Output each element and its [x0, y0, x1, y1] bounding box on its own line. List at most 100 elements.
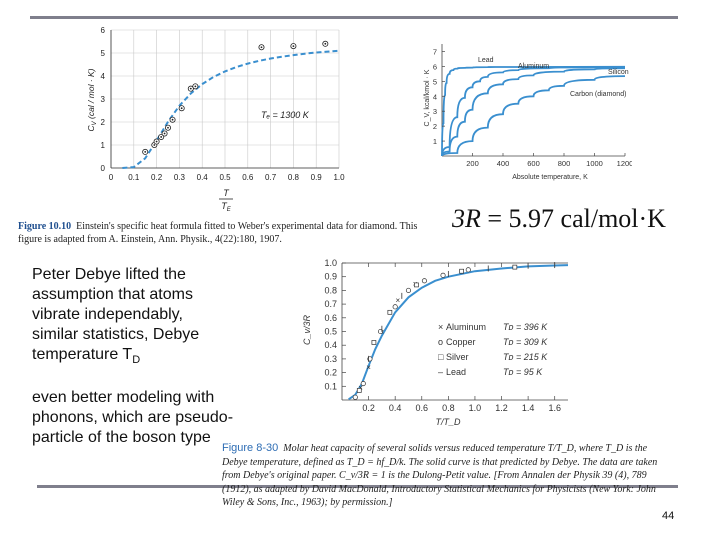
einstein-x-tick-label: 0 — [109, 173, 114, 182]
debye-x-tick-label: 1.6 — [548, 403, 561, 413]
elements-curve-aluminum — [441, 66, 626, 157]
einstein-data-point-dot — [163, 132, 166, 135]
einstein-data-point-dot — [153, 144, 156, 146]
debye-x-tick-label: 0.8 — [442, 403, 455, 413]
debye-x-tick-label: 0.4 — [389, 403, 402, 413]
debye-legend-td: Tᴅ = 215 K — [503, 352, 548, 362]
einstein-caption: Figure 10.10 Einstein's specific heat fo… — [18, 220, 418, 246]
elements-series-label: Carbon (diamond) — [570, 91, 626, 98]
einstein-data-point-dot — [171, 118, 174, 121]
elements-y-tick-label: 7 — [433, 47, 437, 56]
debye-legend-name: Copper — [446, 337, 476, 347]
debye-caption-text: Molar heat capacity of several solids ve… — [222, 443, 658, 508]
einstein-y-tick-label: 6 — [101, 26, 106, 35]
elements-y-tick-label: 2 — [433, 122, 437, 131]
phonon-paragraph: even better modeling with phonons, which… — [32, 389, 234, 446]
dulong-petit-formula: 3R = 5.97 cal/mol·K — [452, 204, 666, 233]
einstein-data-point-dot — [167, 126, 169, 129]
einstein-data-point-dot — [324, 42, 327, 45]
einstein-xlabel-top: T — [223, 188, 230, 198]
elements-series-label: Aluminum — [518, 63, 549, 70]
debye-y-tick-label: 0.3 — [324, 354, 337, 364]
debye-legend-marker: – — [438, 367, 443, 377]
elements-x-tick-label: 600 — [527, 159, 540, 168]
debye-legend-name: Silver — [446, 352, 469, 362]
einstein-data-point-dot — [144, 151, 147, 153]
debye-point-aluminum: × — [366, 363, 371, 372]
einstein-x-tick-label: 0.9 — [311, 173, 323, 182]
debye-y-tick-label: 0.8 — [324, 285, 337, 295]
debye-x-tick-label: 1.2 — [495, 403, 508, 413]
einstein-annotation: Tₑ = 1300 K — [261, 110, 310, 120]
einstein-x-tick-label: 0.7 — [265, 173, 277, 182]
elements-series-label: Lead — [478, 57, 494, 64]
einstein-y-tick-label: 2 — [101, 118, 106, 127]
einstein-y-tick-label: 3 — [101, 95, 106, 104]
einstein-x-tick-label: 0.6 — [242, 173, 254, 182]
einstein-data-point-dot — [180, 107, 183, 110]
elements-y-tick-label: 5 — [433, 77, 437, 86]
elements-xlabel: Absolute temperature, K — [512, 174, 588, 181]
einstein-xlabel-bottom: TE — [221, 201, 232, 212]
elements-y-tick-label: 1 — [433, 137, 437, 146]
debye-x-tick-label: 0.2 — [362, 403, 375, 413]
debye-y-tick-label: 0.5 — [324, 327, 337, 337]
elements-ylabel: C_V, kcal/kmol · K — [424, 69, 431, 126]
einstein-data-point-dot — [155, 140, 158, 143]
einstein-data-point-dot — [260, 46, 263, 49]
debye-y-tick-label: 0.9 — [324, 272, 337, 282]
debye-point-silver — [414, 282, 419, 288]
elements-y-tick-label: 6 — [433, 62, 437, 71]
debye-point-copper — [465, 267, 471, 273]
einstein-x-tick-label: 0.4 — [197, 173, 209, 182]
elements-x-tick-label: 1200 — [617, 159, 632, 168]
debye-y-tick-label: 0.4 — [324, 340, 337, 350]
debye-point-copper — [421, 278, 427, 284]
debye-ylabel: C_v/3R — [302, 314, 312, 345]
elements-x-tick-label: 400 — [497, 159, 510, 168]
elements-curve-carbon — [441, 75, 626, 157]
debye-y-tick-label: 0.6 — [324, 313, 337, 323]
debye-y-tick-label: 0.2 — [324, 368, 337, 378]
einstein-chart: 0 0.1 0.2 0.3 0.4 0.5 0.6 0.7 0.8 0.9 1.0 0 1 2 3 4 5 6 T… — [86, 26, 345, 212]
debye-legend-td: Tᴅ = 309 K — [503, 337, 548, 347]
elements-chart: 200 400 600 800 1000 1200 1 2 3 4 5 6 7 Lead Aluminum… — [424, 44, 632, 181]
debye-point-silver — [459, 268, 464, 274]
einstein-x-tick-label: 0.5 — [219, 173, 231, 182]
einstein-x-tick-label: 0.8 — [288, 173, 300, 182]
debye-point-copper — [360, 381, 366, 387]
debye-figure-label: Figure 8-30 — [222, 442, 279, 454]
debye-point-copper — [405, 287, 412, 293]
einstein-data-point-dot — [194, 85, 197, 88]
elements-curve-lead — [441, 65, 626, 157]
debye-point-silver — [371, 340, 377, 345]
einstein-x-tick-label: 0.1 — [128, 173, 140, 182]
elements-curve-silicon — [441, 67, 626, 157]
debye-x-tick-label: 1.0 — [469, 403, 482, 413]
debye-legend-marker: × — [438, 322, 443, 332]
debye-point-copper — [352, 394, 358, 400]
debye-legend-name: Aluminum — [446, 322, 486, 332]
einstein-figure-label: Figure 10.10 — [18, 221, 72, 232]
einstein-caption-text: Einstein's specific heat formula fitted … — [18, 221, 418, 245]
elements-x-tick-label: 800 — [558, 159, 571, 168]
debye-point-silver — [512, 264, 518, 270]
debye-x-tick-label: 0.6 — [416, 403, 429, 413]
page-number: 44 — [662, 510, 675, 522]
debye-y-tick-label: 1.0 — [324, 258, 337, 268]
debye-subscript: D — [132, 354, 141, 367]
bottom-rule — [37, 485, 678, 488]
top-rule — [30, 16, 678, 19]
einstein-x-tick-label: 1.0 — [333, 173, 345, 182]
einstein-x-tick-label: 0.2 — [151, 173, 163, 182]
elements-x-tick-label: 1000 — [586, 159, 603, 168]
debye-point-aluminum: × — [395, 296, 400, 305]
debye-y-tick-label: 0.1 — [324, 381, 337, 391]
einstein-ylabel: CV (cal / mol · K) — [86, 68, 98, 131]
einstein-x-tick-label: 0.3 — [174, 173, 186, 182]
debye-x-tick-label: 1.4 — [522, 403, 535, 413]
debye-legend-name: Lead — [446, 367, 466, 377]
elements-series-label: Silicon — [608, 69, 629, 76]
einstein-y-tick-label: 5 — [101, 49, 106, 58]
elements-x-tick-label: 200 — [466, 159, 479, 168]
